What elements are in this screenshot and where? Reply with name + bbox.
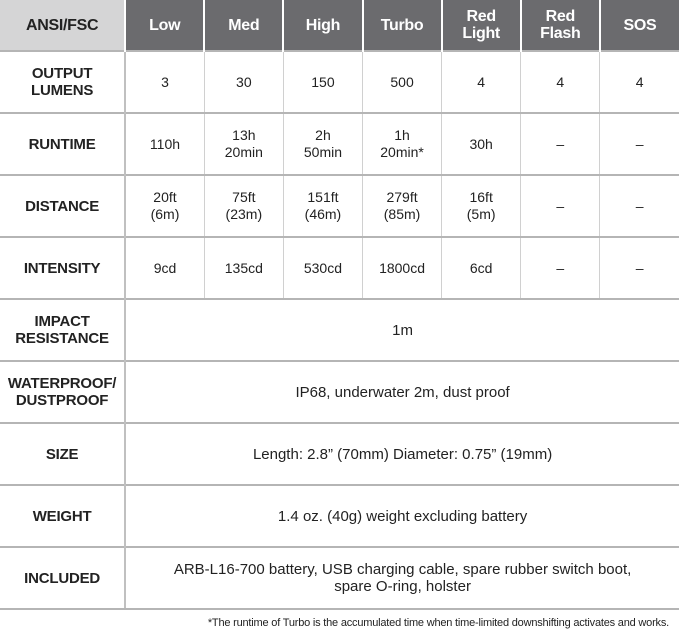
table-cell: –: [520, 112, 600, 175]
spec-value: 1.4 oz. (40g) weight excluding battery: [124, 484, 679, 547]
spec-value: ARB-L16-700 battery, USB charging cable,…: [124, 546, 679, 610]
table-cell: 500: [361, 50, 442, 113]
table-cell: –: [599, 112, 679, 175]
table-row: DISTANCE 20ft (6m) 75ft (23m) 151ft (46m) 27…: [0, 174, 679, 237]
table-cell: –: [520, 174, 600, 237]
row-label: IMPACT RESISTANCE: [0, 298, 126, 361]
row-label: OUTPUT LUMENS: [0, 50, 126, 113]
row-label: INTENSITY: [0, 236, 126, 299]
table-cell: 279ft (85m): [361, 174, 442, 237]
header-mode: Low: [124, 0, 205, 51]
table-cell: 150: [282, 50, 363, 113]
table-cell: 30: [203, 50, 284, 113]
row-label: SIZE: [0, 422, 126, 485]
spec-value: Length: 2.8” (70mm) Diameter: 0.75” (19m…: [124, 422, 679, 485]
table-row: INCLUDED ARB-L16-700 battery, USB chargin…: [0, 546, 679, 610]
table-row: RUNTIME 110h 13h 20min 2h 50min 1h 20min* 30h…: [0, 112, 679, 175]
table-cell: 4: [441, 50, 521, 113]
table-cell: 75ft (23m): [203, 174, 284, 237]
table-cell: 4: [520, 50, 600, 113]
table-cell: 9cd: [124, 236, 205, 299]
spec-value: 1m: [124, 298, 679, 361]
table-cell: 2h 50min: [282, 112, 363, 175]
header-mode: Turbo: [361, 0, 442, 51]
header-row: ANSI/FSC Low Med High Turbo Red Light Red Fla…: [0, 0, 679, 51]
table-row: WEIGHT 1.4 oz. (40g) weight excluding bat…: [0, 484, 679, 547]
table-cell: 110h: [124, 112, 205, 175]
table-row: IMPACT RESISTANCE 1m: [0, 298, 679, 361]
header-mode: High: [282, 0, 363, 51]
header-mode: Red Flash: [519, 0, 600, 51]
table-cell: 151ft (46m): [282, 174, 363, 237]
table-cell: 20ft (6m): [124, 174, 205, 237]
header-corner: ANSI/FSC: [0, 0, 126, 51]
header-mode: Med: [203, 0, 284, 51]
row-label: INCLUDED: [0, 546, 126, 610]
table-cell: 16ft (5m): [441, 174, 521, 237]
spec-value: IP68, underwater 2m, dust proof: [124, 360, 679, 423]
footnote: *The runtime of Turbo is the accumulated…: [207, 617, 669, 629]
table-cell: –: [599, 236, 679, 299]
table-cell: 1h 20min*: [361, 112, 442, 175]
table-cell: –: [599, 174, 679, 237]
table-row: WATERPROOF/ DUSTPROOF IP68, underwater 2m…: [0, 360, 679, 423]
table-cell: 13h 20min: [203, 112, 284, 175]
table-cell: 530cd: [282, 236, 363, 299]
table-cell: 30h: [441, 112, 521, 175]
table-cell: 4: [599, 50, 679, 113]
row-label: RUNTIME: [0, 112, 126, 175]
table-cell: 1800cd: [361, 236, 442, 299]
spec-table: ANSI/FSC Low Med High Turbo Red Light Red Fla…: [0, 0, 679, 610]
table-cell: 3: [124, 50, 205, 113]
table-row: SIZE Length: 2.8” (70mm) Diameter: 0.75” …: [0, 422, 679, 485]
header-mode: SOS: [598, 0, 679, 51]
header-mode: Red Light: [440, 0, 521, 51]
row-label: WATERPROOF/ DUSTPROOF: [0, 360, 126, 423]
row-label: WEIGHT: [0, 484, 126, 547]
table-cell: –: [520, 236, 600, 299]
row-label: DISTANCE: [0, 174, 126, 237]
table-cell: 6cd: [441, 236, 521, 299]
table-cell: 135cd: [203, 236, 284, 299]
table-row: INTENSITY 9cd 135cd 530cd 1800cd 6cd – –: [0, 236, 679, 299]
table-row: OUTPUT LUMENS 3 30 150 500 4 4 4: [0, 50, 679, 113]
